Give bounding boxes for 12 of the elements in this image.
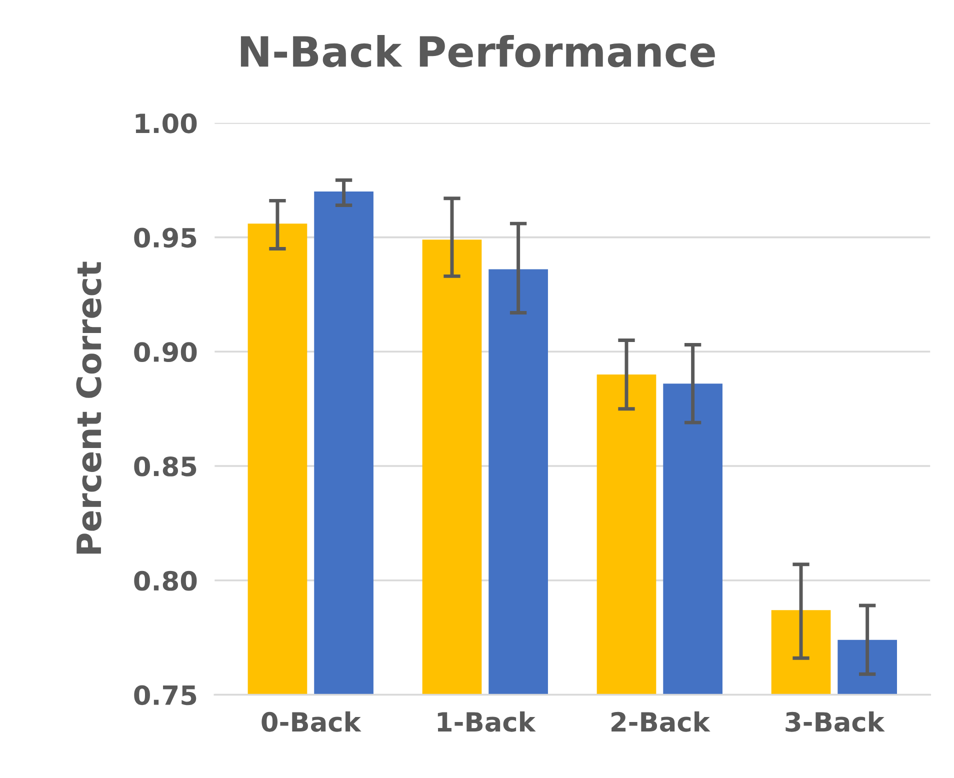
y-tick-label: 1.00 [136, 113, 197, 134]
x-tick-label: 1-Back [438, 711, 536, 732]
x-tick-label: 2-Back [612, 711, 710, 732]
y-tick-label: 0.95 [134, 228, 196, 248]
y-tick-label: 0.85 [134, 456, 196, 476]
y-axis-title: Percent Correct [76, 262, 102, 554]
y-tick-label: 0.90 [134, 342, 197, 362]
y-tick-label: 0.75 [134, 685, 196, 706]
y-tick-label: 0.80 [134, 570, 197, 591]
x-tick-label: 3-Back [786, 711, 885, 732]
x-tick-label: 0-Back [262, 711, 362, 732]
chart-title: N-Back Performance [240, 35, 715, 68]
